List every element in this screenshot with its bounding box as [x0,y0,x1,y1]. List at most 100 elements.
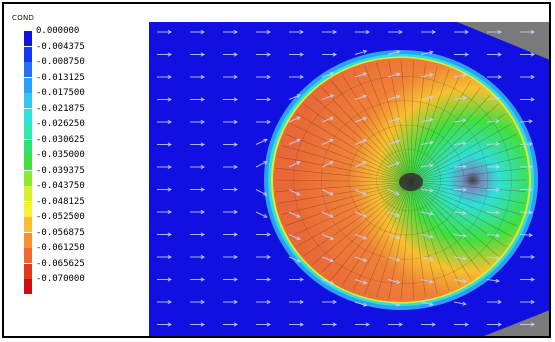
velocity-vector-head [200,29,206,35]
velocity-vector-head [495,187,501,192]
velocity-vector-head [495,255,500,261]
velocity-vector-head [530,322,536,327]
velocity-vector-head [365,322,371,327]
velocity-vector [354,211,367,218]
velocity-vector-head [200,232,206,237]
velocity-vector [354,234,367,240]
color-legend: 0.000000 -0.004375 -0.008750 -0.013125 -0.01… [24,27,144,336]
radial-grid-line [410,69,450,183]
radial-grid-line [410,181,414,300]
velocity-vector-head [299,322,305,327]
velocity-vector-head [530,74,536,80]
velocity-vector [420,189,433,192]
velocity-vector [288,256,301,262]
radial-grid-line [410,181,522,215]
legend-swatch [24,217,32,232]
velocity-vector-head [167,29,173,35]
velocity-vector-head [233,187,239,192]
radial-grid-line [276,181,412,192]
radial-grid-line [410,181,481,273]
velocity-vector [420,141,433,145]
velocity-vector [519,234,533,236]
velocity-vector [321,256,334,262]
legend-entry: -0.035000 [24,151,144,170]
velocity-vector-head [299,74,305,80]
velocity-vector-head [462,73,467,78]
velocity-vector [420,279,433,283]
velocity-vector-head [462,210,467,215]
velocity-vector [321,72,334,78]
velocity-vector-head [200,164,206,170]
velocity-vector-head [429,188,434,193]
velocity-vector [354,161,367,168]
radial-grid-line [410,123,512,183]
velocity-vector [354,95,367,100]
velocity-vector-head [429,140,434,145]
velocity-vector-head [233,322,239,327]
velocity-vector [453,256,466,260]
velocity-vector [354,256,367,262]
velocity-vector-head [329,280,335,285]
velocity-vector [387,189,400,195]
velocity-vector [453,97,466,100]
velocity-vector-head [296,138,301,143]
velocity-vector [486,256,499,259]
velocity-vector-head [362,280,368,285]
legend-entry: -0.008750 [24,58,144,77]
velocity-vector-head [362,49,368,54]
velocity-vector-head [396,279,401,284]
velocity-vector-head [266,52,272,57]
velocity-vector-head [233,119,239,125]
legend-swatch [24,93,32,108]
radial-grid-line [331,181,412,280]
velocity-vector [420,119,433,123]
radial-grid-line [388,60,412,183]
velocity-vector-head [233,254,239,260]
contour-plot-window: COND 0.000000 -0.004375 -0.008750 -0.013125… [2,2,551,338]
velocity-vector [255,189,267,196]
radial-grid-line [410,133,518,183]
velocity-vector [288,211,301,218]
velocity-vector-head [266,322,272,327]
velocity-vector [420,234,433,238]
velocity-vector-head [362,72,368,77]
velocity-vector [486,97,499,100]
velocity-vector [255,138,268,145]
velocity-vector-head [266,74,272,80]
velocity-vector-head [266,29,272,35]
radial-grid-line [410,60,414,183]
velocity-vector-head [429,72,434,78]
bubble-core [399,173,423,191]
velocity-vector-head [332,322,338,327]
velocity-vector [255,211,268,218]
radial-grid-line [410,181,506,247]
velocity-vector-head [200,52,206,57]
legend-swatch [24,232,32,248]
velocity-vector [420,164,433,168]
velocity-vector-head [329,191,334,196]
velocity-vector-head [495,164,501,169]
velocity-vector-head [167,97,173,102]
radial-grid-line [410,145,522,183]
velocity-vector-head [299,277,305,282]
velocity-vector-head [233,299,239,305]
radial-grid-line [410,181,526,192]
velocity-vector [420,73,433,78]
velocity-vector [453,74,466,78]
velocity-vector-head [362,94,368,99]
legend-label: -0.061250 [36,243,85,253]
velocity-vector-head [329,94,335,99]
radial-grid-line [364,181,412,295]
radial-grid-line [410,181,438,295]
velocity-vector-head [200,74,206,80]
radial-grid-line [410,179,527,183]
velocity-vector-head [464,322,470,327]
velocity-vector-head [497,74,503,80]
velocity-vector [486,211,500,214]
radial-grid-line [410,95,490,183]
legend-swatch [24,155,32,170]
legend-swatch [24,139,32,155]
radial-grid-line [410,156,525,183]
velocity-vector [354,189,367,196]
radial-grid-line [400,60,412,183]
